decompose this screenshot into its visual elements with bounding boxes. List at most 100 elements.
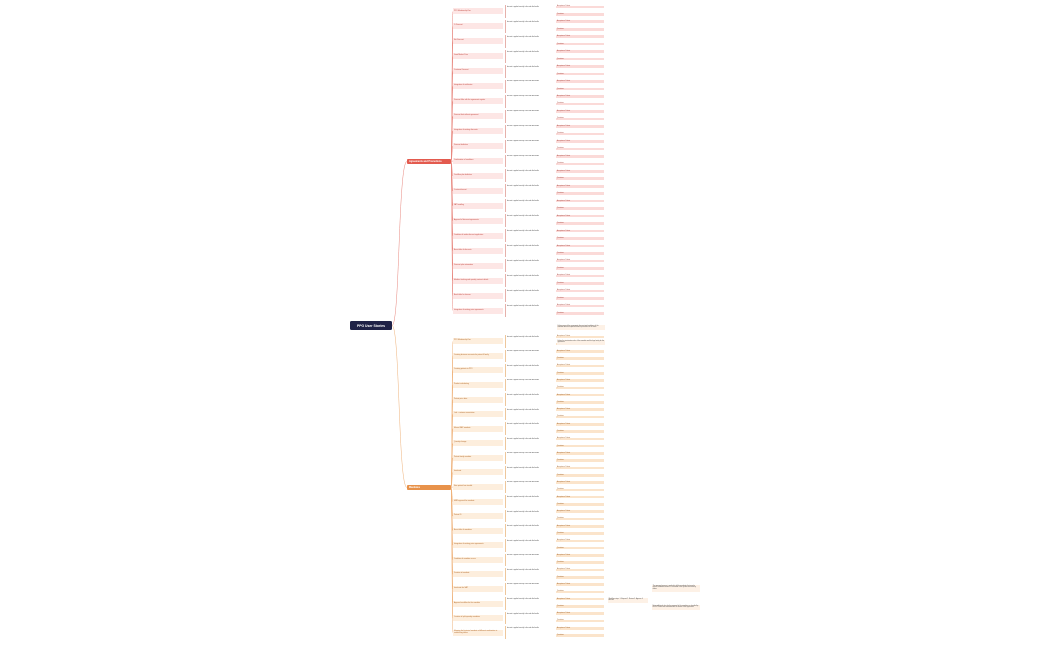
story-node[interactable]: Inactivate the SAP: [453, 586, 503, 592]
branch-mandates[interactable]: Mandates: [407, 485, 451, 490]
acceptance-criteria-node[interactable]: Acceptance Criteria: [556, 597, 604, 601]
story-node[interactable]: Manifest tracking and quantity contract …: [453, 277, 503, 284]
questions-node[interactable]: Questions: [556, 312, 604, 315]
acceptance-criteria-node[interactable]: Acceptance Criteria: [556, 437, 604, 441]
acceptance-criteria-node[interactable]: Acceptance Criteria: [556, 568, 604, 572]
story-node[interactable]: Discount limit without agreement: [453, 113, 503, 120]
questions-node[interactable]: Questions: [556, 561, 604, 564]
story-node[interactable]: Discount definition: [453, 143, 503, 150]
questions-node[interactable]: Questions: [556, 42, 604, 46]
questions-node[interactable]: Questions: [556, 72, 604, 76]
branch-agreements-and-promotions[interactable]: Agreements and Promotions: [407, 159, 451, 164]
questions-node[interactable]: Questions: [556, 473, 604, 477]
story-node[interactable]: Discount filter with the agreement regis…: [453, 98, 503, 105]
story-node[interactable]: Approval of discount agreements: [453, 217, 503, 224]
story-node[interactable]: Approval workflow for the mandate: [453, 600, 503, 607]
questions-node[interactable]: Questions: [556, 27, 604, 31]
root-node[interactable]: PPO User Stories: [350, 321, 392, 330]
story-node[interactable]: Mapping the historical mandate of differ…: [453, 629, 503, 636]
acceptance-criteria-node[interactable]: Acceptance Criteria: [556, 65, 604, 68]
acceptance-criteria-node[interactable]: Acceptance Criteria: [556, 199, 604, 203]
acceptance-criteria-node[interactable]: Acceptance Criteria: [556, 539, 604, 543]
acceptance-criteria-node[interactable]: Acceptance Criteria: [556, 379, 604, 382]
questions-node[interactable]: Questions: [556, 532, 604, 535]
acceptance-criteria-node[interactable]: Acceptance Criteria: [556, 393, 604, 397]
story-node[interactable]: Condition of inside discount application: [453, 232, 503, 239]
questions-node[interactable]: Questions: [556, 590, 604, 594]
questions-node[interactable]: Questions: [556, 503, 604, 506]
story-node[interactable]: Creation of split quantity mandates: [453, 615, 503, 622]
story-node[interactable]: Quantity change: [453, 440, 503, 447]
story-node[interactable]: PPO Membership Fee: [453, 8, 503, 15]
acceptance-criteria-node[interactable]: Acceptance Criteria: [556, 554, 604, 557]
acceptance-criteria-node[interactable]: Acceptance Criteria: [556, 524, 604, 528]
questions-node[interactable]: Questions: [556, 605, 604, 608]
questions-node[interactable]: Questions: [556, 267, 604, 270]
story-node[interactable]: Duration of mandate: [453, 571, 503, 578]
acceptance-criteria-node[interactable]: Acceptance Criteria: [556, 274, 604, 278]
story-node[interactable]: Manual SAP mandate: [453, 425, 503, 432]
acceptance-criteria-node[interactable]: Acceptance Criteria: [556, 364, 604, 368]
acceptance-criteria-node[interactable]: Acceptance Criteria: [556, 422, 604, 426]
acceptance-criteria-node[interactable]: Acceptance Criteria: [556, 20, 604, 24]
story-node[interactable]: VAT handling: [453, 202, 503, 209]
acceptance-criteria-node[interactable]: Acceptance Criteria: [556, 510, 604, 513]
questions-node[interactable]: Questions: [556, 357, 604, 360]
story-node[interactable]: New patient loan trouble: [453, 484, 503, 490]
story-node[interactable]: HMR approval for mandate: [453, 498, 503, 505]
questions-node[interactable]: Questions: [556, 575, 604, 579]
acceptance-criteria-node[interactable]: Acceptance Criteria: [556, 335, 604, 339]
acceptance-criteria-node[interactable]: Acceptance Criteria: [556, 35, 604, 38]
acceptance-criteria-node[interactable]: Acceptance Criteria: [556, 110, 604, 113]
acceptance-criteria-node[interactable]: Acceptance Criteria: [556, 140, 604, 143]
acceptance-criteria-node[interactable]: Acceptance Criteria: [556, 466, 604, 470]
story-node[interactable]: Base table of mandates: [453, 527, 503, 534]
questions-node[interactable]: Questions: [556, 252, 604, 255]
questions-node[interactable]: Questions: [556, 546, 604, 550]
story-node[interactable]: Condition of mandate access: [453, 556, 503, 563]
story-node[interactable]: Link - customer association: [453, 411, 503, 418]
questions-node[interactable]: Questions: [556, 12, 604, 16]
acceptance-criteria-node[interactable]: Acceptance Criteria: [556, 612, 604, 615]
acceptance-criteria-node[interactable]: Acceptance Criteria: [556, 626, 604, 630]
acceptance-criteria-node[interactable]: Acceptance Criteria: [556, 583, 604, 586]
acceptance-criteria-node[interactable]: Acceptance Criteria: [556, 214, 604, 218]
questions-node[interactable]: Questions: [556, 282, 604, 285]
acceptance-criteria-node[interactable]: Acceptance Criteria: [556, 495, 604, 499]
acceptance-criteria-node[interactable]: Acceptance Criteria: [556, 50, 604, 53]
story-node[interactable]: Inactivate: [453, 469, 503, 476]
acceptance-criteria-node[interactable]: Acceptance Criteria: [556, 304, 604, 308]
story-node[interactable]: PPO Membership Fee: [453, 338, 503, 345]
story-node[interactable]: Patient price data: [453, 396, 503, 403]
acceptance-criteria-node[interactable]: Acceptance Criteria: [556, 95, 604, 98]
questions-node[interactable]: Questions: [556, 237, 604, 240]
acceptance-criteria-node[interactable]: Acceptance Criteria: [556, 169, 604, 173]
questions-node[interactable]: Questions: [556, 207, 604, 210]
acceptance-criteria-node[interactable]: Acceptance Criteria: [556, 80, 604, 83]
acceptance-criteria-node[interactable]: Acceptance Criteria: [556, 155, 604, 158]
story-node[interactable]: Bank table for clauses: [453, 292, 503, 299]
story-node[interactable]: Integration of existing discounts: [453, 128, 503, 135]
story-node[interactable]: Creating patient via PPO: [453, 367, 503, 374]
story-node[interactable]: Patient ID: [453, 513, 503, 520]
story-node[interactable]: Creating business accounts for patent & …: [453, 352, 503, 359]
story-node[interactable]: Customer Discount: [453, 68, 503, 75]
story-node[interactable]: Base table of discounts: [453, 247, 503, 254]
story-node[interactable]: Integration of existing price agreements: [453, 542, 503, 549]
story-node[interactable]: % Discount: [453, 23, 503, 30]
story-node[interactable]: Integration of certificates: [453, 83, 503, 90]
questions-node[interactable]: Questions: [556, 132, 604, 136]
story-node[interactable]: Product substituting: [453, 382, 503, 388]
questions-node[interactable]: Questions: [556, 386, 604, 390]
questions-node[interactable]: Questions: [556, 371, 604, 375]
story-node[interactable]: Cashflow plan definition: [453, 172, 503, 179]
story-node[interactable]: Combination of conditions: [453, 158, 503, 164]
questions-node[interactable]: Questions: [556, 102, 604, 106]
questions-node[interactable]: Questions: [556, 177, 604, 181]
acceptance-criteria-node[interactable]: Acceptance Criteria: [556, 289, 604, 293]
questions-node[interactable]: Questions: [556, 517, 604, 521]
acceptance-criteria-node[interactable]: Acceptance Criteria: [556, 259, 604, 263]
questions-node[interactable]: Questions: [556, 459, 604, 462]
acceptance-criteria-node[interactable]: Acceptance Criteria: [556, 125, 604, 128]
story-node[interactable]: Patient family mandate: [453, 454, 503, 461]
